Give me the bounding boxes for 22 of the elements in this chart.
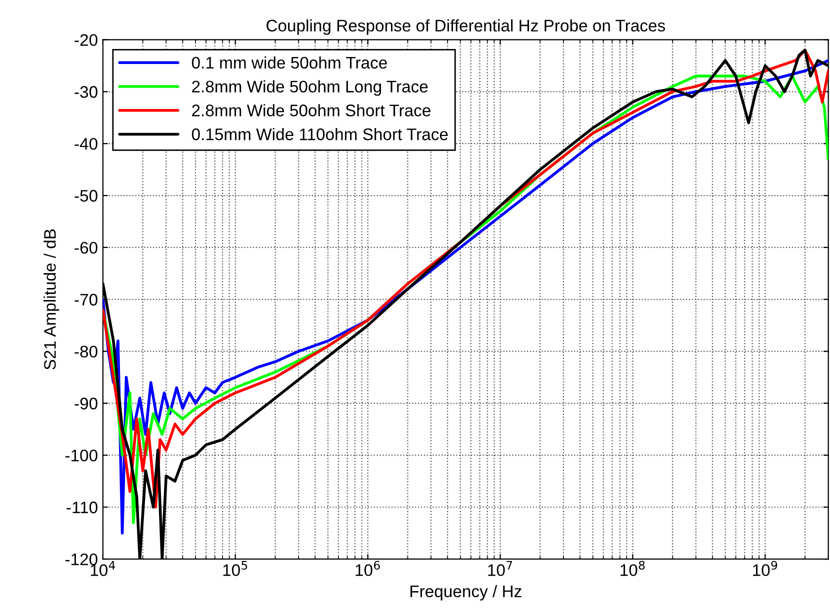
y-tick-label: -40	[74, 138, 98, 150]
y-tick-label: -20	[74, 34, 98, 46]
y-tick-label: -80	[74, 346, 98, 358]
x-tick-label: 10$^{7}$	[488, 561, 512, 576]
chart-title: Coupling Response of Differential Hz Probe on Traces	[266, 19, 665, 35]
x-tick-label: 10$^{9}$	[753, 560, 778, 576]
x-tick-label: 10$^{8}$	[620, 560, 645, 576]
y-tick-label: -30	[74, 86, 98, 98]
x-tick-label: 10$^{6}$	[356, 560, 380, 576]
legend-label: 2.8mm Wide 50ohm Short Trace	[192, 104, 430, 116]
x-tick-label: 10$^{5}$	[223, 561, 248, 576]
legend-label: 0.15mm Wide 110ohm Short Trace	[192, 128, 448, 140]
y-tick-label: -60	[74, 242, 98, 254]
y-tick-label: -50	[74, 190, 98, 202]
y-tick-label: -90	[74, 398, 98, 410]
y-tick-label: -70	[74, 294, 98, 306]
x-axis-title: Frequency / Hz	[410, 585, 522, 601]
y-axis-title: S21 Amplitude / dB	[44, 229, 60, 370]
legend-label: 2.8mm Wide 50ohm Long Trace	[192, 80, 428, 96]
y-tick-label: -110	[66, 502, 98, 514]
legend-label: 0.1 mm wide 50ohm Trace	[192, 56, 387, 69]
y-tick-label: -100	[65, 450, 98, 462]
